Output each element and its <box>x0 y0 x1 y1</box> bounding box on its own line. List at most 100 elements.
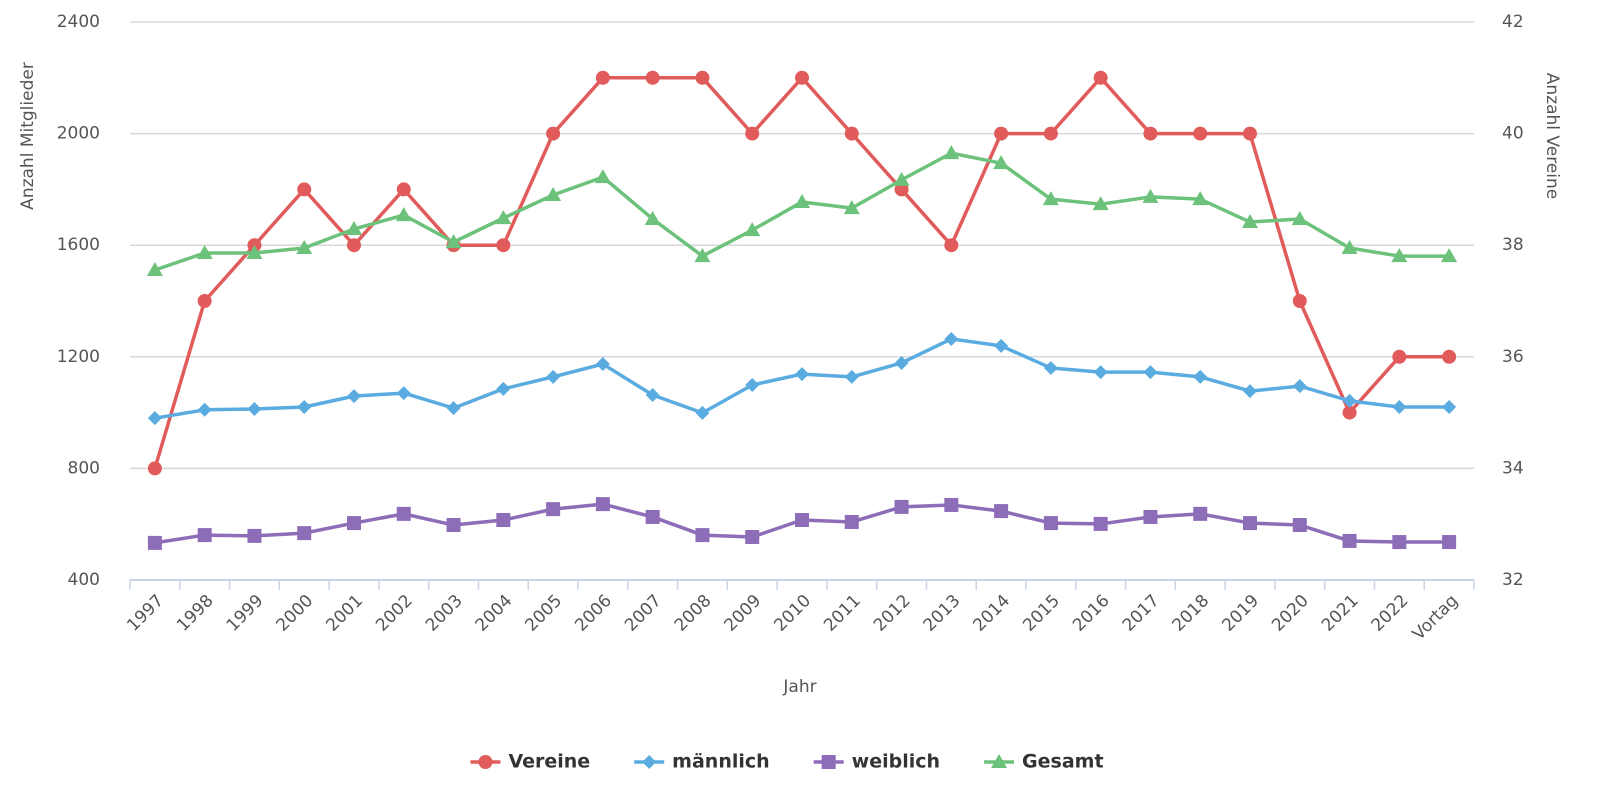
point <box>446 401 461 416</box>
legend-marker <box>642 755 657 769</box>
point <box>1292 294 1307 308</box>
y2-tick-label: 38 <box>1502 235 1524 255</box>
point <box>496 513 511 528</box>
x-tick-label: 1999 <box>223 591 268 636</box>
point <box>147 411 162 426</box>
point <box>1193 369 1208 384</box>
y2-tick-label: 42 <box>1502 12 1524 32</box>
x-tick-label: 2007 <box>621 591 666 636</box>
y-tick-label: 2400 <box>57 12 100 32</box>
legend-label: weiblich <box>852 751 940 773</box>
legend-label: Gesamt <box>1022 751 1104 773</box>
point <box>695 405 710 420</box>
point <box>745 126 760 141</box>
y2-axis-label: Anzahl Vereine <box>1542 73 1562 199</box>
point <box>1243 384 1257 399</box>
point <box>795 70 809 85</box>
x-tick-label: 2009 <box>721 591 766 636</box>
y-tick-label: 1600 <box>57 235 100 255</box>
point <box>347 516 361 531</box>
point <box>496 238 511 253</box>
point <box>645 388 660 403</box>
point <box>795 513 809 528</box>
x-tick-label: 2013 <box>920 591 965 636</box>
y-tick-label: 1200 <box>57 347 100 367</box>
legend-marker <box>478 755 493 769</box>
point <box>446 518 461 533</box>
point <box>1093 365 1108 380</box>
x-axis-label: Jahr <box>782 677 816 697</box>
point <box>994 126 1009 141</box>
y2-tick-label: 32 <box>1502 570 1524 590</box>
y2-tick-label: 36 <box>1502 347 1524 367</box>
point <box>844 126 859 141</box>
legend-item: männlich <box>634 751 770 773</box>
point <box>396 506 411 521</box>
point <box>396 386 411 401</box>
point <box>795 367 809 382</box>
point <box>594 169 611 184</box>
point <box>695 70 710 85</box>
point <box>297 526 312 541</box>
point <box>944 497 959 512</box>
point <box>894 355 909 370</box>
legend-item: Vereine <box>470 751 590 773</box>
point <box>1392 400 1407 415</box>
point <box>147 535 162 550</box>
point <box>297 400 312 415</box>
point <box>496 381 511 396</box>
point <box>1391 248 1408 263</box>
point <box>745 377 760 392</box>
point <box>347 389 361 404</box>
point <box>744 222 761 237</box>
x-tick-label: 2000 <box>273 591 318 636</box>
point <box>645 509 660 524</box>
point <box>1342 533 1357 548</box>
point <box>1192 191 1209 206</box>
point <box>1143 509 1158 524</box>
point <box>146 262 163 277</box>
point <box>1441 248 1458 263</box>
point <box>1243 516 1257 531</box>
legend-marker <box>991 754 1008 768</box>
point <box>1442 400 1457 415</box>
point <box>196 245 213 260</box>
x-tick-label: 2022 <box>1368 591 1413 636</box>
point <box>197 402 212 417</box>
point <box>546 502 561 517</box>
x-tick-label: 2012 <box>870 591 915 636</box>
point <box>1193 506 1208 521</box>
point <box>994 338 1009 353</box>
x-tick-label: 2008 <box>671 591 716 636</box>
point <box>695 528 710 543</box>
point <box>1392 535 1407 550</box>
point <box>844 369 859 384</box>
point <box>595 70 610 85</box>
x-tick-label: 2010 <box>770 591 815 636</box>
y2-tick-label: 40 <box>1502 124 1524 144</box>
point <box>1342 405 1357 420</box>
point <box>1043 360 1058 375</box>
point <box>1341 239 1358 254</box>
point <box>1042 191 1059 206</box>
point <box>1392 349 1407 364</box>
point <box>1043 126 1058 141</box>
point <box>1242 214 1258 229</box>
x-tick-label: Vortag <box>1409 591 1462 644</box>
point <box>1142 188 1159 203</box>
point <box>1442 535 1457 550</box>
point <box>1442 349 1457 364</box>
point <box>694 248 711 263</box>
legend-label: Vereine <box>508 751 590 773</box>
point <box>347 238 361 253</box>
point <box>296 239 313 254</box>
point <box>396 182 411 197</box>
point <box>944 238 959 253</box>
point <box>246 245 263 260</box>
point <box>1143 365 1158 380</box>
x-tick-label: 2017 <box>1119 591 1164 636</box>
x-tick-label: 2014 <box>969 591 1014 636</box>
x-tick-label: 2004 <box>472 591 517 636</box>
point <box>1193 126 1208 141</box>
